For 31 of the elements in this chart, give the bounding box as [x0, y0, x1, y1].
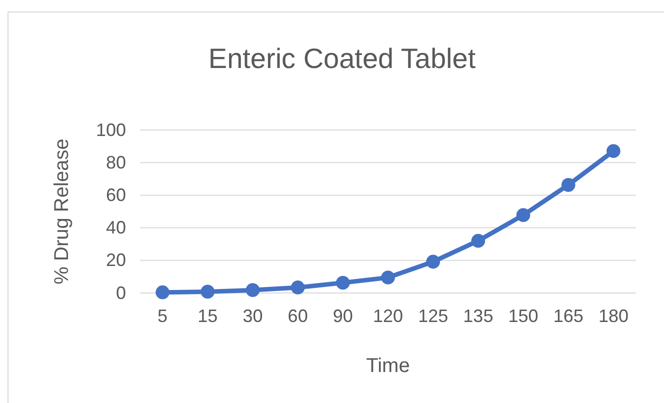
x-tick-label: 165	[553, 306, 584, 326]
x-tick-label: 150	[508, 306, 538, 326]
x-tick-label: 135	[463, 306, 494, 326]
point	[471, 234, 486, 248]
point	[246, 283, 260, 297]
point	[200, 284, 215, 299]
x-tick-label: 120	[372, 306, 404, 326]
chart-title: Enteric Coated Tablet	[208, 43, 476, 74]
x-tick-label: 30	[242, 306, 263, 326]
x-tick-label: 180	[598, 306, 628, 326]
x-tick-label: 5	[158, 306, 168, 326]
y-tick-label: 100	[96, 120, 126, 140]
x-tick-label: 125	[418, 306, 448, 326]
x-axis-title: Time	[366, 355, 410, 377]
x-tick-label: 60	[288, 306, 308, 326]
point	[290, 280, 305, 294]
y-tick-label: 0	[116, 282, 126, 303]
point	[156, 285, 170, 300]
point	[606, 144, 620, 158]
point	[336, 276, 350, 290]
y-axis-title: % Drug Release	[51, 138, 73, 284]
x-tick-label: 90	[332, 306, 353, 326]
point	[561, 178, 576, 192]
y-tick-label: 60	[106, 184, 126, 205]
y-tick-label: 20	[106, 250, 126, 270]
y-tick-label: 80	[106, 152, 126, 172]
y-tick-label: 40	[106, 218, 126, 238]
point	[516, 208, 530, 222]
point	[381, 270, 395, 284]
point	[426, 254, 440, 269]
x-tick-label: 15	[198, 306, 218, 326]
